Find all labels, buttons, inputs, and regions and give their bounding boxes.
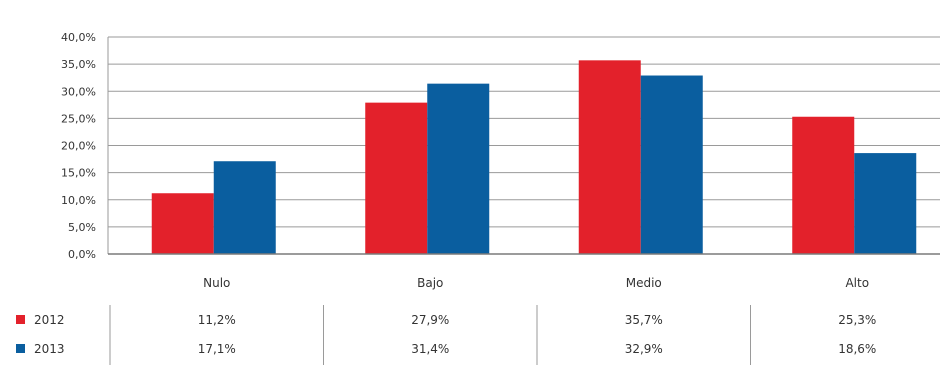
data-label: 27,9% bbox=[411, 313, 449, 327]
category-label: Medio bbox=[626, 276, 662, 290]
y-tick-label: 10,0% bbox=[61, 194, 96, 207]
bar-2013-alto bbox=[854, 153, 917, 254]
legend-swatch-2013 bbox=[16, 344, 25, 353]
y-tick-label: 15,0% bbox=[61, 167, 96, 180]
data-label: 18,6% bbox=[838, 342, 876, 356]
y-tick-label: 5,0% bbox=[68, 221, 96, 234]
y-tick-label: 0,0% bbox=[68, 248, 96, 261]
y-tick-label: 30,0% bbox=[61, 85, 96, 98]
legend-label: 2012 bbox=[34, 313, 65, 327]
y-tick-label: 20,0% bbox=[61, 140, 96, 153]
data-label: 31,4% bbox=[411, 342, 449, 356]
bar-2012-medio bbox=[578, 60, 641, 254]
data-label: 17,1% bbox=[198, 342, 236, 356]
category-label: Nulo bbox=[203, 276, 230, 290]
y-tick-label: 25,0% bbox=[61, 112, 96, 125]
data-label: 32,9% bbox=[625, 342, 663, 356]
legend-label: 2013 bbox=[34, 342, 65, 356]
bar-2012-alto bbox=[792, 116, 855, 254]
bar-2012-bajo bbox=[365, 102, 428, 254]
data-label: 25,3% bbox=[838, 313, 876, 327]
bar-2012-nulo bbox=[151, 193, 214, 254]
y-tick-label: 40,0% bbox=[61, 31, 96, 44]
bar-2013-bajo bbox=[427, 83, 490, 254]
category-label: Bajo bbox=[417, 276, 443, 290]
bar-2013-medio bbox=[640, 75, 703, 254]
data-label: 35,7% bbox=[625, 313, 663, 327]
bar-2013-nulo bbox=[213, 161, 276, 254]
y-tick-label: 35,0% bbox=[61, 58, 96, 71]
category-label: Alto bbox=[845, 276, 869, 290]
data-label: 11,2% bbox=[198, 313, 236, 327]
legend-swatch-2012 bbox=[16, 315, 25, 324]
